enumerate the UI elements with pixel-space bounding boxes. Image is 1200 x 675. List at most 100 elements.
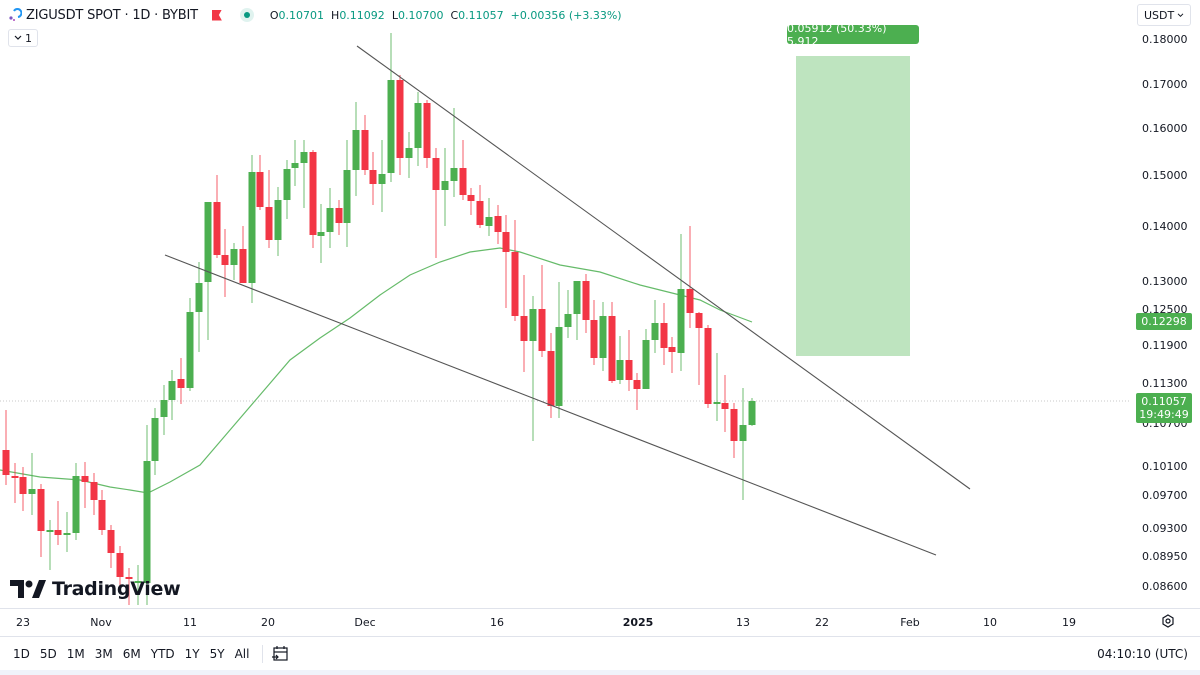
candle	[660, 303, 668, 365]
settings-icon[interactable]	[1161, 614, 1175, 628]
toolbar-separator	[262, 645, 264, 663]
open-key: O	[269, 8, 279, 22]
tradingview-watermark[interactable]: TradingView	[10, 578, 181, 600]
ma-path	[0, 247, 753, 494]
time-axis-label: 13	[736, 616, 750, 629]
candle	[739, 388, 747, 500]
range-button-1y[interactable]: 1Y	[184, 647, 200, 661]
candle	[476, 185, 484, 228]
candle	[704, 325, 712, 408]
currency-select[interactable]: USDT	[1137, 4, 1191, 26]
candle	[713, 353, 721, 421]
candle	[387, 33, 395, 182]
candle	[590, 300, 598, 365]
candle	[2, 410, 10, 485]
candle	[686, 226, 694, 328]
candle	[547, 333, 555, 418]
candle	[265, 170, 273, 248]
go-to-date-icon[interactable]	[271, 645, 289, 663]
candle	[520, 275, 528, 372]
candle	[502, 215, 510, 308]
candle	[54, 501, 62, 545]
range-button-6m[interactable]: 6M	[122, 647, 141, 661]
measure-range-box[interactable]	[796, 56, 910, 356]
time-axis-label: Feb	[900, 616, 920, 629]
candle	[485, 198, 493, 236]
candle	[143, 425, 151, 605]
candle	[213, 175, 221, 258]
candle	[168, 370, 176, 420]
candle	[625, 330, 633, 391]
candle	[72, 463, 80, 540]
range-button-1d[interactable]: 1D	[13, 647, 30, 661]
range-button-5y[interactable]: 5Y	[209, 647, 225, 661]
candle	[423, 100, 431, 168]
candle	[160, 385, 168, 435]
candle	[642, 329, 650, 389]
candle	[274, 187, 282, 256]
symbol-title[interactable]: ZIGUSDT SPOT · 1D · BYBIT	[26, 7, 198, 23]
ma-price-tag: 0.12298	[1136, 313, 1192, 330]
candle	[125, 568, 133, 605]
moving-average-line	[0, 247, 753, 494]
currency-label: USDT	[1144, 8, 1175, 22]
candle	[283, 160, 291, 219]
chevron-down-icon	[1177, 12, 1184, 17]
candle	[459, 140, 467, 200]
price-axis-label: 0.10100	[1142, 460, 1188, 473]
range-button-1m[interactable]: 1M	[66, 647, 85, 661]
candle	[467, 188, 475, 215]
price-axis-label: 0.12500	[1142, 303, 1188, 316]
price-axis-label: 0.14000	[1142, 220, 1188, 233]
flag-icon[interactable]	[211, 9, 222, 21]
price-axis-label: 0.16000	[1142, 122, 1188, 135]
candle	[300, 140, 308, 208]
utc-clock[interactable]: 04:10:10 (UTC)	[1097, 647, 1188, 661]
trendlines[interactable]	[164, 45, 971, 556]
candle	[511, 220, 519, 321]
candle	[668, 337, 676, 373]
candle	[494, 205, 502, 244]
range-button-ytd[interactable]: YTD	[150, 647, 175, 661]
price-axis-label: 0.09700	[1142, 489, 1188, 502]
range-button-5d[interactable]: 5D	[39, 647, 57, 661]
bar-countdown: 19:49:49	[1139, 408, 1189, 421]
close-key: C	[450, 8, 459, 22]
candle	[361, 115, 369, 175]
exchange-logo-icon	[9, 8, 22, 21]
candle	[599, 302, 607, 371]
time-axis-label: 2025	[622, 616, 654, 629]
time-axis-label: 20	[261, 616, 275, 629]
candle	[230, 243, 238, 280]
time-axis-label: 23	[16, 616, 30, 629]
market-status-icon[interactable]	[239, 8, 254, 22]
candle	[291, 140, 299, 186]
time-axis-label: Nov	[90, 616, 112, 629]
candle	[90, 473, 98, 515]
bottom-toolbar: 1D 5D 1M 3M 6M YTD 1Y 5Y All	[0, 640, 1200, 668]
candle	[730, 403, 738, 458]
close-value: 0.11057	[458, 8, 504, 22]
price-chart[interactable]	[0, 0, 1130, 608]
candle	[116, 546, 124, 592]
candle	[335, 200, 343, 235]
candle	[107, 525, 115, 568]
candle	[98, 490, 106, 535]
candle	[369, 152, 377, 205]
indicators-collapse-button[interactable]: 1	[8, 29, 38, 47]
ohlc-values: O0.10701 H0.11092 L0.10700 C0.11057 +0.0…	[270, 9, 622, 22]
time-axis-label: 10	[983, 616, 997, 629]
range-button-3m[interactable]: 3M	[94, 647, 113, 661]
price-axis-label: 0.15000	[1142, 169, 1188, 182]
candle	[326, 188, 334, 248]
trendline[interactable]	[356, 45, 971, 490]
time-axis-label: 22	[815, 616, 829, 629]
candle	[177, 358, 185, 404]
candle	[28, 453, 36, 515]
candle	[721, 375, 729, 432]
price-axis-label: 0.08950	[1142, 550, 1188, 563]
candle	[256, 155, 264, 210]
trendline[interactable]	[164, 254, 937, 556]
range-button-all[interactable]: All	[234, 647, 250, 661]
open-value: 0.10701	[278, 8, 325, 22]
